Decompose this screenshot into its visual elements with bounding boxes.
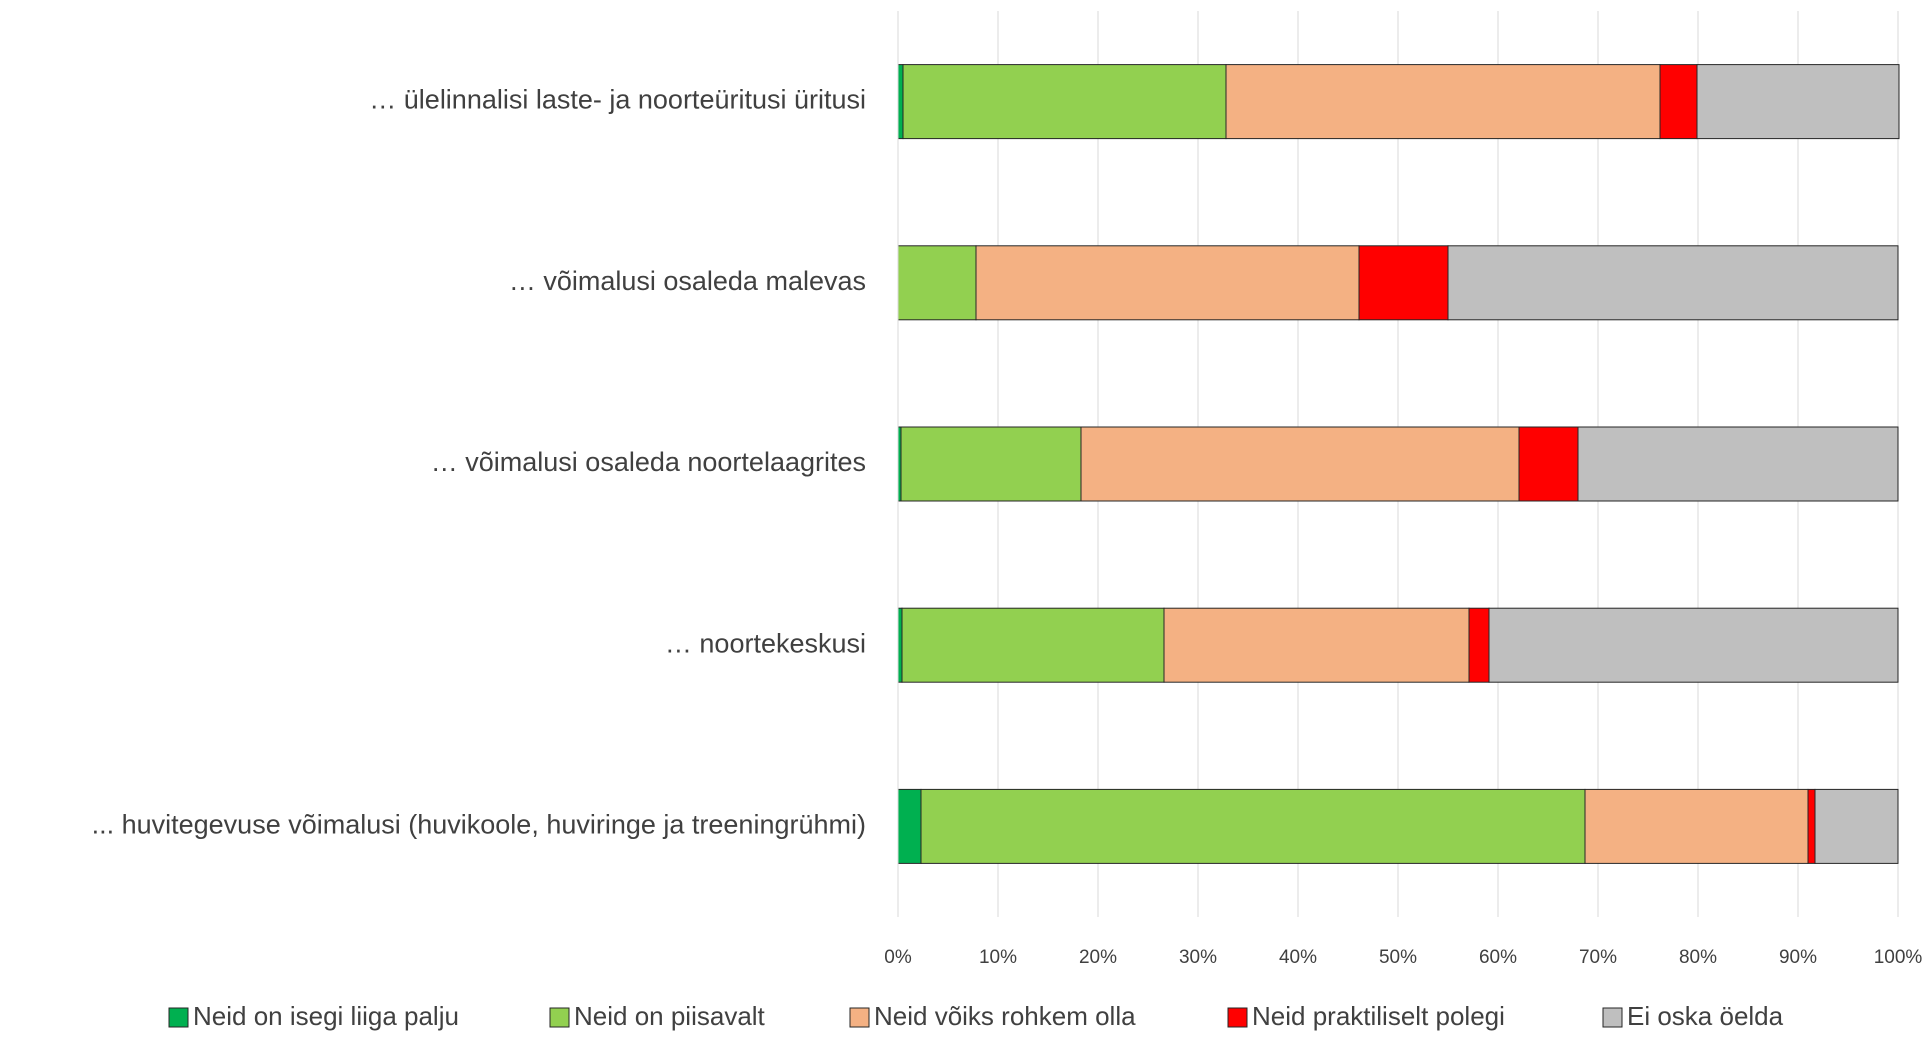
bar-segment xyxy=(1225,64,1661,140)
bar-segment xyxy=(1447,245,1899,321)
legend-swatch xyxy=(1227,1007,1248,1028)
legend-swatch xyxy=(168,1007,189,1028)
bar-segment xyxy=(1080,426,1520,502)
x-tick-label: 10% xyxy=(979,947,1017,968)
bar-segment xyxy=(897,64,904,140)
x-tick-label: 0% xyxy=(884,947,912,968)
bar-segment xyxy=(1696,64,1900,140)
y-tick-label: … ülelinnalisi laste- ja noorteüritusi ü… xyxy=(369,85,866,115)
bar-segment xyxy=(1807,788,1816,864)
bar-segment xyxy=(1358,245,1449,321)
legend-label: Neid praktiliselt polegi xyxy=(1252,1001,1505,1031)
x-tick-label: 40% xyxy=(1279,947,1317,968)
bar-segment xyxy=(1659,64,1698,140)
bar-segment xyxy=(1163,607,1470,683)
bar-segment xyxy=(900,426,1082,502)
bar-segment xyxy=(897,245,977,321)
legend-label: Neid on piisavalt xyxy=(574,1001,766,1031)
x-tick-label: 100% xyxy=(1874,947,1923,968)
bar-segment xyxy=(1814,788,1899,864)
bar-segment xyxy=(975,245,1360,321)
x-tick-label: 20% xyxy=(1079,947,1117,968)
x-tick-label: 50% xyxy=(1379,947,1417,968)
legend-swatch xyxy=(849,1007,870,1028)
bar-segment xyxy=(902,64,1227,140)
y-tick-label: … võimalusi osaleda noortelaagrites xyxy=(431,447,866,477)
bar-segment xyxy=(901,607,1165,683)
x-tick-label: 30% xyxy=(1179,947,1217,968)
legend-label: Ei oska öelda xyxy=(1627,1001,1784,1031)
y-tick-label: … noortekeskusi xyxy=(665,628,866,658)
bar-segment xyxy=(1518,426,1579,502)
bar-segment xyxy=(1584,788,1809,864)
x-tick-label: 80% xyxy=(1679,947,1717,968)
bar-segment xyxy=(1468,607,1490,683)
legend-swatch xyxy=(1602,1007,1623,1028)
bar-segment xyxy=(897,788,922,864)
legend-label: Neid on isegi liiga palju xyxy=(193,1001,459,1031)
x-tick-label: 70% xyxy=(1579,947,1617,968)
legend-swatch xyxy=(549,1007,570,1028)
bar-segment xyxy=(920,788,1586,864)
x-tick-label: 60% xyxy=(1479,947,1517,968)
x-tick-label: 90% xyxy=(1779,947,1817,968)
y-tick-label: ... huvitegevuse võimalusi (huvikoole, h… xyxy=(92,810,866,840)
bar-segment xyxy=(1577,426,1899,502)
y-tick-label: … võimalusi osaleda malevas xyxy=(509,266,866,296)
bar-segment xyxy=(897,607,903,683)
legend-label: Neid võiks rohkem olla xyxy=(874,1001,1136,1031)
bar-segment xyxy=(1488,607,1899,683)
